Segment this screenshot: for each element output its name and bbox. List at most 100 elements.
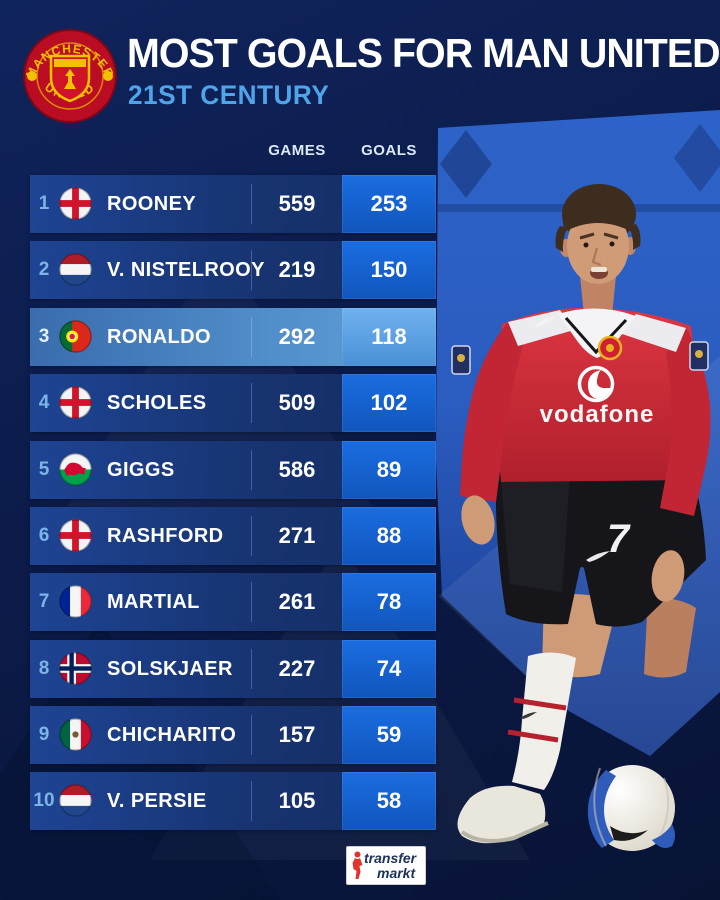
flag-england-icon — [59, 187, 92, 220]
table-row: 8 SOLSKJAER 227 74 — [30, 640, 436, 698]
transfermarkt-logo: transfer markt — [346, 846, 426, 885]
flag-france-icon — [59, 585, 92, 618]
games-value: 261 — [278, 589, 316, 614]
transfermarkt-text-line2: markt — [377, 865, 416, 881]
flag-netherlands-icon — [59, 784, 92, 817]
goals-cell: 59 — [342, 706, 436, 764]
player-name: MARTIAL — [107, 590, 200, 613]
games-value: 509 — [278, 390, 316, 415]
column-divider — [251, 516, 252, 556]
column-header-games: GAMES — [268, 142, 326, 159]
goals-value: 88 — [376, 523, 402, 548]
club-crest-badge-icon — [597, 335, 623, 361]
column-divider — [251, 781, 252, 821]
column-divider — [251, 383, 252, 423]
flag-norway-icon — [59, 652, 92, 685]
games-value: 227 — [278, 656, 316, 681]
page-title: MOST GOALS FOR MAN UNITED — [127, 30, 720, 76]
rank-label: 2 — [38, 259, 50, 280]
goals-value: 74 — [376, 656, 402, 681]
goals-cell: 102 — [342, 374, 436, 432]
manchester-united-crest-icon: MANCHESTER UNITED — [23, 29, 117, 123]
rank-label: 5 — [38, 459, 50, 480]
flag-england-icon — [59, 519, 92, 552]
rank-label: 4 — [38, 392, 50, 413]
goals-value: 253 — [370, 191, 408, 216]
player-name: ROONEY — [107, 192, 197, 215]
player-name: V. PERSIE — [107, 789, 207, 812]
rank-label: 1 — [38, 193, 50, 214]
rank-label: 10 — [33, 790, 55, 811]
goals-value: 102 — [370, 390, 408, 415]
goals-cell: 118 — [342, 308, 436, 366]
player-name: RASHFORD — [107, 524, 224, 547]
player-name: V. NISTELROOY — [107, 258, 265, 281]
league-sleeve-badge — [689, 341, 709, 371]
table-row: 4 SCHOLES 509 102 — [30, 374, 436, 432]
goals-cell: 78 — [342, 573, 436, 631]
goals-value: 59 — [376, 722, 402, 747]
games-value: 559 — [278, 191, 316, 216]
player-name: SOLSKJAER — [107, 657, 233, 680]
column-divider — [251, 649, 252, 689]
column-divider — [251, 450, 252, 490]
games-value: 586 — [278, 457, 316, 482]
table-row: 1 ROONEY 559 253 — [30, 175, 436, 233]
goals-cell: 253 — [342, 175, 436, 233]
player-name: GIGGS — [107, 458, 175, 481]
games-value: 157 — [278, 722, 316, 747]
goals-cell: 88 — [342, 507, 436, 565]
table-row: 2 V. NISTELROOY 219 150 — [30, 241, 436, 299]
table-row: 10 V. PERSIE 105 58 — [30, 772, 436, 830]
games-value: 219 — [278, 257, 316, 282]
games-value: 105 — [278, 788, 316, 813]
player-photo: 7 vo — [436, 110, 720, 851]
flag-wales-icon — [59, 453, 92, 486]
flag-england-icon — [59, 386, 92, 419]
column-divider — [251, 715, 252, 755]
table-row: 9 CHICHARITO 157 59 — [30, 706, 436, 764]
column-header-goals: GOALS — [361, 142, 417, 159]
goals-cell: 58 — [342, 772, 436, 830]
table-row: 5 GIGGS 586 89 — [30, 441, 436, 499]
rank-label: 8 — [38, 658, 50, 679]
goals-cell: 150 — [342, 241, 436, 299]
player-name: SCHOLES — [107, 391, 207, 414]
rank-label: 7 — [38, 591, 50, 612]
jersey-sponsor-text: vodafone — [540, 401, 655, 428]
page-subtitle: 21ST CENTURY — [128, 80, 330, 110]
flag-mexico-icon — [59, 718, 92, 751]
flag-portugal-icon — [59, 320, 92, 353]
goals-value: 89 — [376, 457, 402, 482]
goals-value: 118 — [371, 324, 407, 349]
league-sleeve-badge — [451, 345, 471, 375]
rank-label: 6 — [38, 525, 50, 546]
column-divider — [251, 317, 252, 357]
football — [587, 765, 675, 851]
table-row: 3 RONALDO 292 118 — [30, 308, 436, 366]
games-value: 271 — [278, 523, 316, 548]
nike-swoosh-icon — [534, 316, 558, 327]
games-value: 292 — [278, 324, 316, 349]
shorts-number: 7 — [607, 517, 631, 561]
rank-label: 9 — [38, 724, 50, 745]
column-divider — [251, 250, 252, 290]
goals-value: 150 — [370, 257, 408, 282]
table-row: 6 RASHFORD 271 88 — [30, 507, 436, 565]
player-head — [555, 184, 641, 284]
rank-label: 3 — [38, 326, 50, 347]
player-name: RONALDO — [107, 325, 211, 348]
table-row: 7 MARTIAL 261 78 — [30, 573, 436, 631]
transfermarkt-text-line1: transfer — [364, 850, 417, 866]
column-divider — [251, 582, 252, 622]
column-divider — [251, 184, 252, 224]
goals-value: 58 — [376, 788, 402, 813]
goals-cell: 74 — [342, 640, 436, 698]
flag-netherlands-icon — [59, 253, 92, 286]
transfermarkt-player-icon — [352, 851, 363, 879]
player-name: CHICHARITO — [107, 723, 237, 746]
goals-cell: 89 — [342, 441, 436, 499]
vodafone-logo-icon — [577, 365, 615, 403]
goals-value: 78 — [376, 589, 402, 614]
